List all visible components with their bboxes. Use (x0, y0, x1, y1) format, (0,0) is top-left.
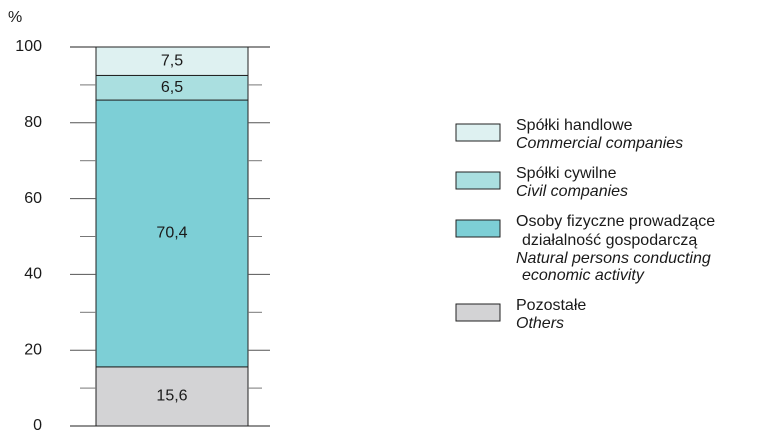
legend-label: Pozostałe (516, 297, 586, 314)
legend-swatch (455, 123, 501, 142)
bar-segment (95, 46, 249, 76)
data-label: 15,6 (156, 388, 187, 405)
data-label: 7,5 (161, 52, 183, 69)
bar-segment (95, 99, 249, 368)
y-tick-label: 0 (33, 417, 42, 432)
legend-swatch (455, 171, 501, 190)
bar-segment (95, 366, 249, 427)
legend-label: działalność gospodarczą (522, 232, 697, 249)
y-axis-label: % (8, 9, 22, 26)
y-tick-label: 100 (15, 38, 42, 55)
data-label: 70,4 (156, 225, 187, 242)
y-tick-label: 80 (24, 114, 42, 131)
legend-label-en: economic activity (522, 267, 645, 284)
legend-label-en: Others (516, 315, 564, 332)
legend-label: Spółki cywilne (516, 165, 617, 182)
data-label: 6,5 (161, 79, 183, 96)
legend-swatch (455, 303, 501, 322)
legend-label-en: Civil companies (516, 183, 628, 200)
legend-swatch (455, 219, 501, 238)
legend-label-en: Commercial companies (516, 135, 683, 152)
y-tick-label: 20 (24, 341, 42, 358)
legend-label-en: Natural persons conducting (516, 250, 711, 267)
y-tick-label: 40 (24, 266, 42, 283)
legend-label: Osoby fizyczne prowadzące (516, 213, 715, 230)
legend-label: Spółki handlowe (516, 117, 633, 134)
y-tick-label: 60 (24, 190, 42, 207)
